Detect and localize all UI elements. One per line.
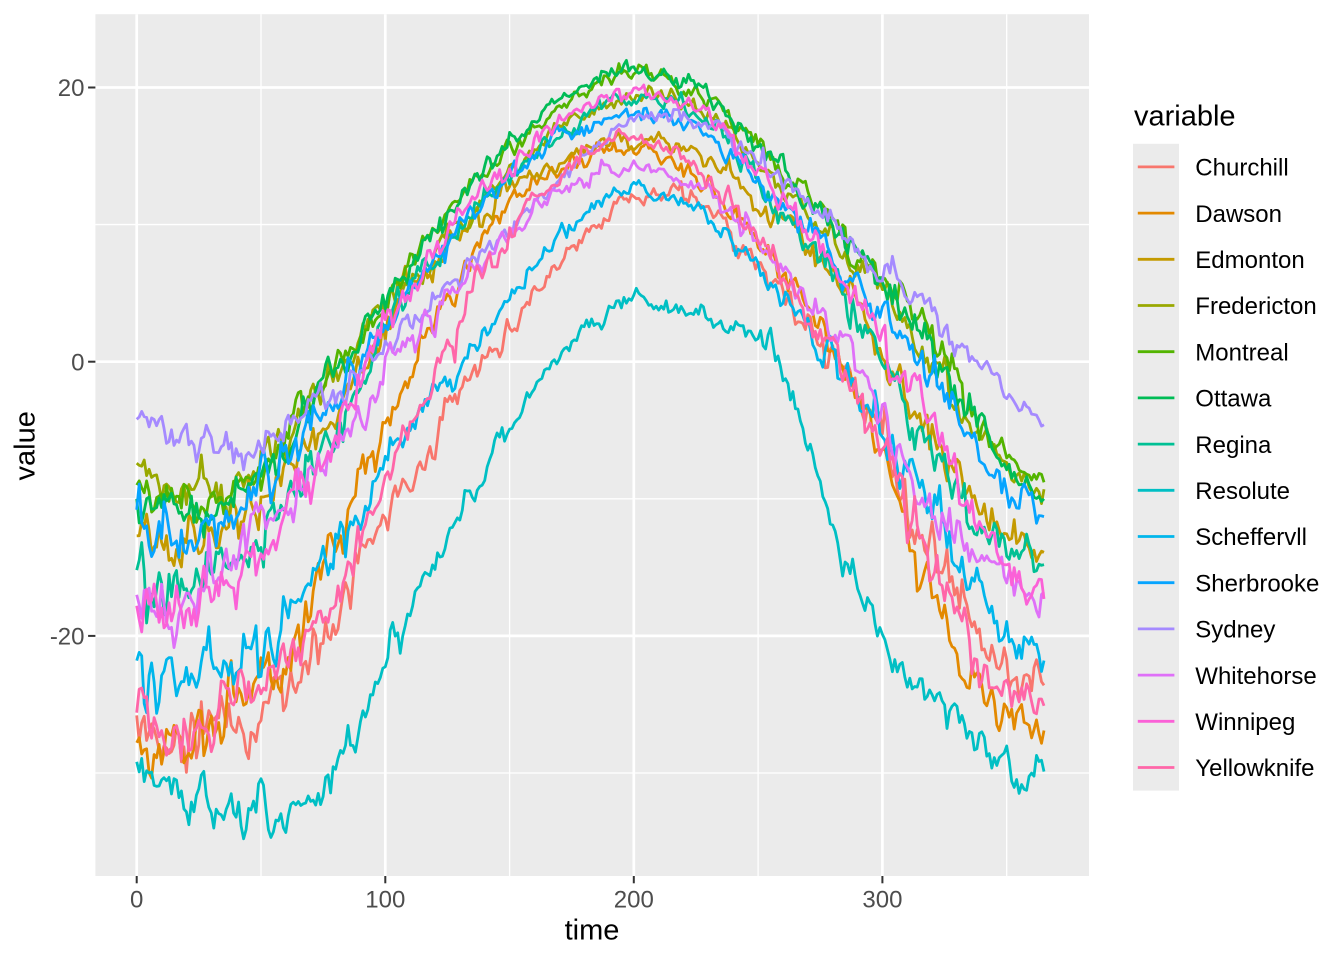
- svg-text:Resolute: Resolute: [1195, 478, 1290, 505]
- svg-text:300: 300: [862, 887, 902, 914]
- svg-text:Yellowknife: Yellowknife: [1195, 755, 1314, 782]
- svg-text:Churchill: Churchill: [1195, 155, 1288, 182]
- svg-text:Dawson: Dawson: [1195, 201, 1282, 228]
- svg-text:variable: variable: [1134, 100, 1236, 132]
- svg-text:Whitehorse: Whitehorse: [1195, 663, 1316, 690]
- svg-text:Sydney: Sydney: [1195, 617, 1275, 644]
- svg-text:value: value: [10, 411, 42, 480]
- svg-text:Sherbrooke: Sherbrooke: [1195, 570, 1319, 597]
- svg-text:20: 20: [58, 75, 85, 102]
- svg-text:0: 0: [130, 887, 143, 914]
- svg-text:Scheffervll: Scheffervll: [1195, 524, 1307, 551]
- svg-text:Ottawa: Ottawa: [1195, 386, 1272, 413]
- svg-text:Regina: Regina: [1195, 432, 1272, 459]
- svg-text:Edmonton: Edmonton: [1195, 247, 1304, 274]
- svg-text:time: time: [565, 915, 620, 947]
- svg-text:100: 100: [365, 887, 405, 914]
- svg-text:-20: -20: [50, 624, 85, 651]
- svg-text:Montreal: Montreal: [1195, 339, 1288, 366]
- svg-text:Winnipeg: Winnipeg: [1195, 709, 1295, 736]
- svg-text:200: 200: [614, 887, 654, 914]
- svg-text:0: 0: [71, 349, 84, 376]
- svg-text:Fredericton: Fredericton: [1195, 293, 1316, 320]
